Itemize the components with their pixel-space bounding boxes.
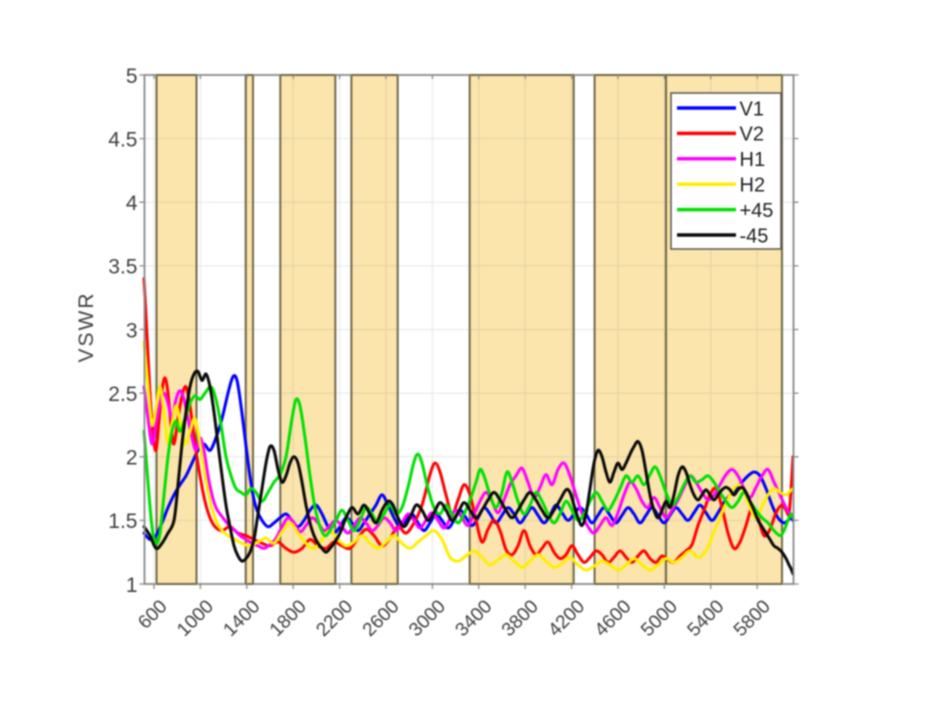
svg-text:V1: V1 xyxy=(740,98,764,120)
svg-text:H2: H2 xyxy=(740,175,766,197)
svg-text:V2: V2 xyxy=(740,124,764,146)
svg-text:5: 5 xyxy=(126,65,138,88)
svg-text:-45: -45 xyxy=(740,225,769,247)
svg-text:VSWR: VSWR xyxy=(75,292,98,363)
svg-text:4: 4 xyxy=(126,192,138,215)
svg-text:2.5: 2.5 xyxy=(108,383,137,406)
svg-text:H1: H1 xyxy=(740,149,766,171)
svg-text:+45: +45 xyxy=(740,200,774,222)
svg-text:2: 2 xyxy=(126,447,138,470)
svg-text:1.5: 1.5 xyxy=(108,510,137,533)
svg-text:3.5: 3.5 xyxy=(108,256,137,279)
svg-text:4.5: 4.5 xyxy=(108,128,137,151)
svg-text:1: 1 xyxy=(126,574,138,597)
svg-text:3: 3 xyxy=(126,319,138,342)
